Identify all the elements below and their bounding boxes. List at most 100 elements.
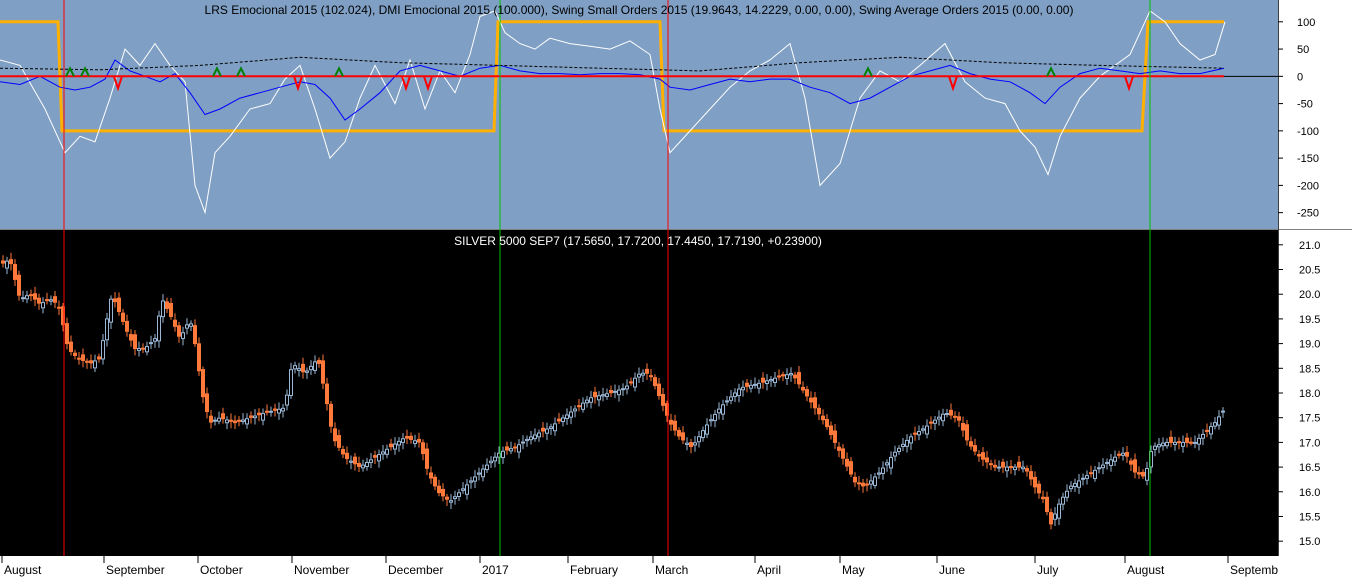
candle-body-48 xyxy=(193,325,197,345)
indicator-tick-label-3: -50 xyxy=(1297,99,1313,111)
candle-body-195 xyxy=(781,374,785,377)
candle-body-258 xyxy=(1033,476,1037,488)
candle-body-232 xyxy=(929,421,933,424)
candle-body-181 xyxy=(725,400,729,403)
candle-body-186 xyxy=(745,382,749,387)
candle-body-67 xyxy=(269,410,273,413)
candle-body-270 xyxy=(1081,477,1085,480)
candle-body-240 xyxy=(961,422,965,431)
candle-body-209 xyxy=(837,446,841,451)
candle-body-62 xyxy=(249,415,253,418)
candle-body-83 xyxy=(333,428,337,442)
candle-body-123 xyxy=(493,456,497,462)
candle-body-175 xyxy=(701,430,705,439)
candle-body-24 xyxy=(97,356,101,360)
indicator-tick-label-4: -100 xyxy=(1297,126,1319,138)
candle-body-87 xyxy=(349,460,353,463)
candle-body-174 xyxy=(697,436,701,443)
candle-body-152 xyxy=(609,389,613,394)
price-y-axis: 21.0 20.5 20.0 19.5 19.0 18.5 18.0 17.5 17.0 16.5… xyxy=(1278,240,1320,548)
candle-body-265 xyxy=(1061,496,1065,505)
candle-body-246 xyxy=(985,457,989,463)
signal-marker-4 xyxy=(236,66,246,77)
candle-body-153 xyxy=(613,390,617,393)
candle-body-185 xyxy=(741,386,745,391)
indicator-axis-background xyxy=(1278,0,1352,229)
candle-body-197 xyxy=(789,373,793,376)
candle-body-274 xyxy=(1097,467,1101,470)
indicator-tick-label-1: 50 xyxy=(1297,44,1309,56)
candle-body-260 xyxy=(1041,496,1045,500)
candle-body-117 xyxy=(469,480,473,483)
indicator-series-0 xyxy=(0,20,1224,133)
candle-body-243 xyxy=(973,445,977,452)
candle-body-291 xyxy=(1165,441,1169,447)
candle-body-95 xyxy=(381,451,385,455)
candle-body-187 xyxy=(749,384,753,389)
candle-body-168 xyxy=(673,420,677,431)
candle-body-231 xyxy=(925,425,929,435)
candle-body-167 xyxy=(669,419,673,425)
candle-body-259 xyxy=(1037,483,1041,494)
x-tick-label-8: April xyxy=(757,563,781,577)
candle-body-130 xyxy=(521,441,525,444)
candle-body-286 xyxy=(1145,468,1149,481)
candle-body-135 xyxy=(541,427,545,432)
price-tick-label-6: 18.0 xyxy=(1299,388,1320,400)
candle-body-220 xyxy=(881,467,885,474)
price-candles-group xyxy=(1,252,1225,530)
candle-body-105 xyxy=(421,442,425,455)
candle-body-252 xyxy=(1009,466,1013,469)
signal-marker-3 xyxy=(212,66,222,77)
candle-body-221 xyxy=(885,462,889,466)
candle-body-97 xyxy=(389,443,393,448)
signal-marker-5 xyxy=(293,76,303,92)
candle-body-57 xyxy=(229,419,233,422)
candle-body-36 xyxy=(145,346,149,353)
candle-body-34 xyxy=(137,348,141,351)
candle-body-4 xyxy=(17,274,21,296)
candle-body-71 xyxy=(285,394,289,406)
candle-body-296 xyxy=(1185,437,1189,443)
candle-body-194 xyxy=(777,375,781,378)
x-tick-label-3: November xyxy=(294,563,349,577)
candle-body-297 xyxy=(1189,441,1193,444)
candle-body-205 xyxy=(821,415,825,421)
candle-body-30 xyxy=(121,312,125,322)
candle-body-108 xyxy=(433,476,437,487)
price-axis-background xyxy=(1278,230,1352,556)
candle-body-269 xyxy=(1077,480,1081,488)
candle-body-244 xyxy=(977,454,981,457)
candle-body-78 xyxy=(313,361,317,371)
candle-body-0 xyxy=(1,260,5,264)
candle-body-279 xyxy=(1117,453,1121,456)
candle-body-223 xyxy=(893,451,897,457)
candle-body-213 xyxy=(853,476,857,483)
signal-marker-11 xyxy=(1046,66,1056,77)
candle-body-283 xyxy=(1133,459,1137,473)
candle-body-131 xyxy=(525,438,529,442)
x-tick-label-7: March xyxy=(655,563,688,577)
candle-body-241 xyxy=(965,424,969,441)
candle-body-29 xyxy=(117,297,121,313)
signal-marker-12 xyxy=(1124,76,1134,92)
signal-marker-10 xyxy=(948,76,958,92)
candle-body-155 xyxy=(621,388,625,391)
candle-body-204 xyxy=(817,407,821,415)
candle-body-169 xyxy=(677,430,681,437)
candle-body-75 xyxy=(301,363,305,373)
candle-body-122 xyxy=(489,460,493,464)
candle-body-184 xyxy=(737,388,741,397)
candle-body-39 xyxy=(157,315,161,342)
candle-body-89 xyxy=(357,462,361,467)
x-tick-label-10: June xyxy=(939,563,965,577)
indicator-markers-group xyxy=(65,66,1134,92)
candle-body-23 xyxy=(93,360,97,369)
candle-body-65 xyxy=(261,412,265,421)
candle-body-273 xyxy=(1093,469,1097,479)
candle-body-106 xyxy=(425,448,429,469)
candle-body-125 xyxy=(501,450,505,459)
candle-body-114 xyxy=(457,492,461,497)
